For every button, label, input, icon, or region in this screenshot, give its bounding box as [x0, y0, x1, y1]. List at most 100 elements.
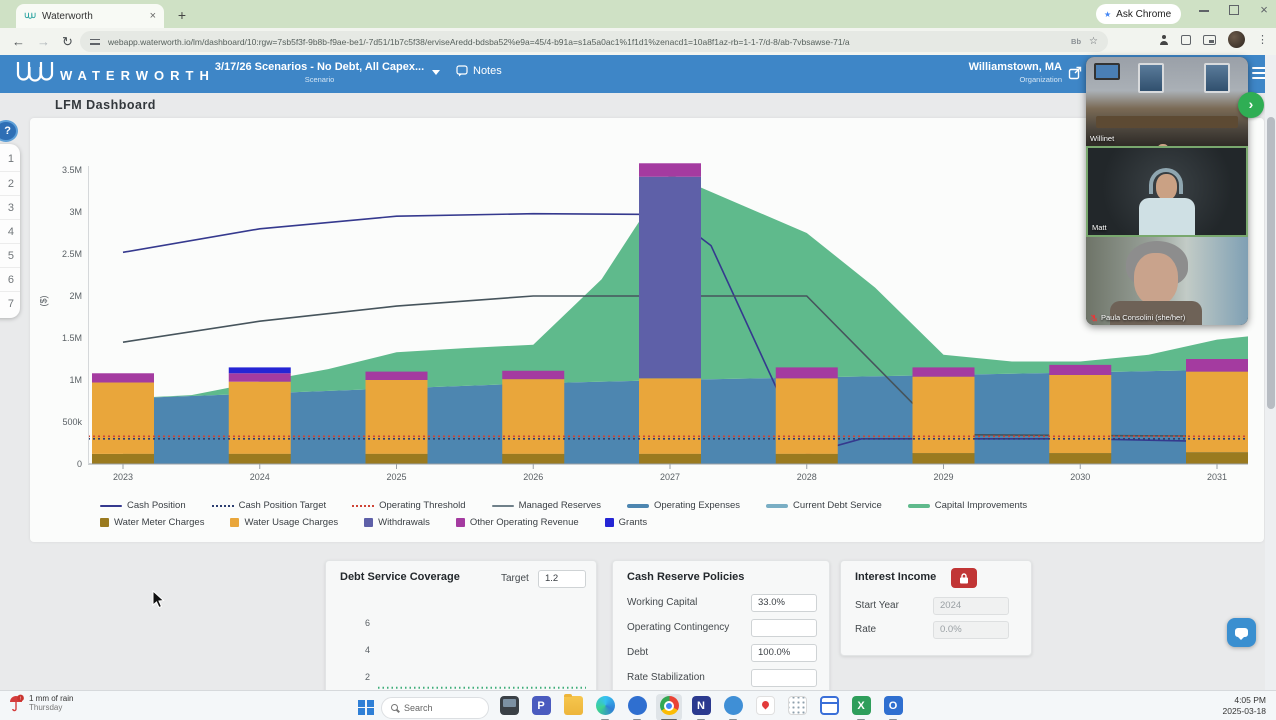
mini-nav-item-7[interactable]: 7 — [0, 291, 20, 315]
mini-nav-item-5[interactable]: 5 — [0, 243, 20, 267]
extensions-icon[interactable] — [1181, 34, 1191, 45]
calculator-icon[interactable] — [784, 694, 810, 720]
file-explorer-icon[interactable] — [496, 694, 522, 720]
forward-button[interactable]: → — [37, 34, 50, 49]
page-scrollbar[interactable] — [1265, 55, 1276, 690]
start-button[interactable] — [358, 699, 374, 716]
maps-pin-icon[interactable] — [752, 694, 778, 720]
legend-swatch-icon — [364, 518, 374, 527]
url-bar[interactable]: webapp.waterworth.io/lm/dashboard/10:rgw… — [80, 31, 1108, 52]
taskbar-clock[interactable]: 4:05 PM 2025-03-18 — [1223, 695, 1266, 717]
weather-widget[interactable]: ! 1 mm of rain Thursday — [8, 694, 73, 712]
mini-nav-item-2[interactable]: 2 — [0, 171, 20, 195]
mini-nav-item-1[interactable]: 1 — [7, 153, 14, 165]
profile-person-icon[interactable] — [1159, 34, 1169, 45]
site-settings-icon[interactable] — [90, 38, 100, 46]
video-tile-paula[interactable]: Paula Consolini (she/her) — [1086, 237, 1248, 325]
tab-close-icon[interactable]: × — [149, 10, 156, 22]
picture-in-picture-icon[interactable] — [1203, 34, 1216, 45]
weather-secondary: Thursday — [29, 703, 63, 712]
bookmark-star-icon[interactable]: ☆ — [1089, 36, 1098, 47]
help-badge[interactable]: ? — [0, 120, 18, 142]
video-tile-room[interactable]: Willinet — [1086, 57, 1248, 146]
mini-nav-item-4[interactable]: 4 — [0, 219, 20, 243]
skype-icon[interactable] — [720, 694, 746, 720]
back-button[interactable]: ← — [12, 34, 25, 49]
chrome-icon[interactable] — [656, 694, 682, 720]
x-tick-2025: 2025 — [386, 472, 407, 482]
external-link-icon[interactable] — [1068, 66, 1082, 80]
x-tick-2031: 2031 — [1206, 472, 1228, 482]
legend-item-grants[interactable]: Grants — [604, 517, 647, 528]
legend-item-capital-improvements[interactable]: Capital Improvements — [907, 500, 1027, 511]
legend-item-other-operating-revenue[interactable]: Other Operating Revenue — [455, 517, 579, 528]
main-chart[interactable] — [88, 140, 1248, 474]
y-tick-2M: 2M — [69, 291, 82, 301]
legend-item-cash-position-target[interactable]: Cash Position Target — [211, 500, 326, 511]
browser-menu-icon[interactable]: ⋮ — [1257, 34, 1268, 46]
teams-icon[interactable] — [624, 694, 650, 720]
expand-chevron-button[interactable]: › — [1238, 92, 1264, 118]
dsc-target-input[interactable]: 1.2 — [538, 570, 586, 588]
x-tick-2023: 2023 — [112, 472, 134, 482]
excel-icon[interactable]: X — [848, 694, 874, 720]
chat-widget-button[interactable] — [1227, 618, 1256, 647]
bar-other-operating-revenue-2030 — [1049, 364, 1112, 375]
scenario-selector[interactable]: 3/17/26 Scenarios - No Debt, All Capex..… — [212, 61, 427, 84]
legend-item-operating-threshold[interactable]: Operating Threshold — [352, 500, 466, 511]
window-maximize-button[interactable] — [1228, 4, 1240, 16]
ii-rate-input[interactable]: 0.0% — [933, 621, 1009, 639]
x-tick-2028: 2028 — [796, 472, 817, 482]
crp-input-working-capital[interactable]: 33.0% — [751, 594, 817, 612]
room-window — [1204, 63, 1230, 93]
new-tab-button[interactable]: + — [177, 7, 187, 23]
legend-item-current-debt-service[interactable]: Current Debt Service — [766, 500, 882, 511]
running-indicator — [661, 718, 677, 720]
taskbar-search[interactable]: Search — [381, 696, 489, 719]
crp-input-operating-contingency[interactable] — [751, 619, 817, 637]
photos-icon[interactable]: P — [528, 694, 554, 720]
participant-name-row: Paula Consolini (she/her) — [1090, 313, 1185, 322]
legend-item-managed-reserves[interactable]: Managed Reserves — [491, 500, 601, 511]
video-tile-matt[interactable]: Matt — [1086, 146, 1248, 237]
notes-button[interactable]: Notes — [456, 65, 502, 77]
scrollbar-thumb[interactable] — [1266, 117, 1275, 409]
word-icon[interactable]: N — [688, 694, 714, 720]
legend-item-water-usage-charges[interactable]: Water Usage Charges — [230, 517, 338, 528]
browser-avatar[interactable] — [1228, 31, 1245, 48]
bar-water-usage-charges-2023 — [92, 382, 154, 454]
lock-button[interactable] — [951, 568, 977, 588]
legend-item-operating-expenses[interactable]: Operating Expenses — [626, 500, 740, 511]
dsc-target-label: Target — [501, 573, 529, 584]
ask-chrome-button[interactable]: ★ Ask Chrome — [1096, 4, 1182, 24]
legend-item-cash-position[interactable]: Cash Position — [100, 500, 186, 511]
clock-date: 2025-03-18 — [1222, 706, 1266, 716]
legend-item-withdrawals[interactable]: Withdrawals — [364, 517, 430, 528]
bar-water-meter-charges-2030 — [1049, 453, 1112, 464]
mini-nav-item-6[interactable]: 6 — [0, 267, 20, 291]
window-minimize-button[interactable] — [1198, 4, 1210, 16]
edge-icon[interactable] — [592, 694, 618, 720]
running-indicator — [889, 718, 897, 720]
menu-hamburger-icon[interactable] — [1252, 67, 1266, 82]
ii-start-year-input[interactable]: 2024 — [933, 597, 1009, 615]
mini-nav-item-3[interactable]: 3 — [0, 195, 20, 219]
bar-other-operating-revenue-2028 — [775, 367, 838, 379]
folder-icon[interactable] — [560, 694, 586, 720]
legend-label: Current Debt Service — [793, 500, 882, 511]
scenario-caret-icon[interactable] — [432, 70, 440, 75]
browser-tab[interactable]: Waterworth × — [16, 4, 164, 28]
refresh-button[interactable]: ↻ — [62, 33, 73, 49]
outlook-icon[interactable]: O — [880, 694, 906, 720]
crp-input-rate-stabilization[interactable] — [751, 669, 817, 687]
window-close-button[interactable]: × — [1260, 2, 1268, 17]
sheets-icon[interactable] — [816, 694, 842, 720]
crp-input-debt[interactable]: 100.0% — [751, 644, 817, 662]
x-tick-2027: 2027 — [659, 472, 681, 482]
dsc-mini-chart[interactable] — [376, 613, 588, 695]
legend-item-water-meter-charges[interactable]: Water Meter Charges — [100, 517, 204, 528]
lock-icon — [960, 572, 968, 583]
lens-icon[interactable]: Bb — [1071, 37, 1082, 46]
